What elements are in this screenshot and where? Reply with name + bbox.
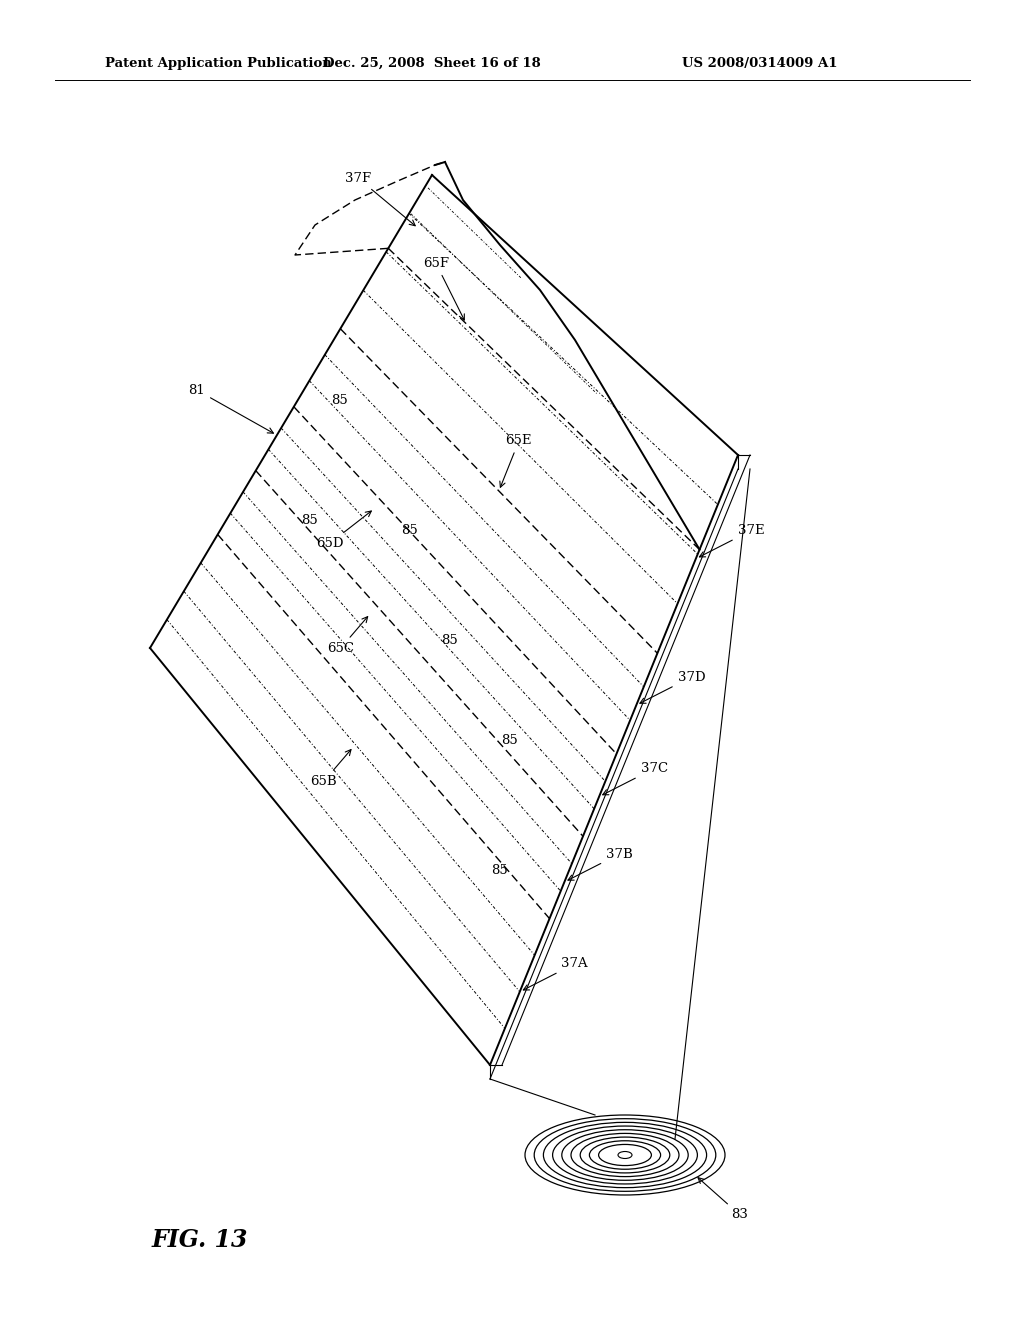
Text: 65B: 65B (310, 750, 351, 788)
Text: Patent Application Publication: Patent Application Publication (105, 57, 332, 70)
Text: 85: 85 (502, 734, 518, 747)
Text: 37E: 37E (699, 524, 764, 557)
Ellipse shape (618, 1151, 632, 1159)
Text: 81: 81 (188, 384, 273, 433)
Text: US 2008/0314009 A1: US 2008/0314009 A1 (682, 57, 838, 70)
Text: 37C: 37C (603, 762, 668, 795)
Text: 37A: 37A (523, 957, 588, 990)
Text: 83: 83 (698, 1177, 749, 1221)
Text: Dec. 25, 2008  Sheet 16 of 18: Dec. 25, 2008 Sheet 16 of 18 (324, 57, 541, 70)
Text: FIG. 13: FIG. 13 (152, 1228, 248, 1251)
Text: 85: 85 (441, 634, 459, 647)
Text: 65D: 65D (315, 511, 372, 550)
Text: 65F: 65F (423, 257, 464, 319)
Text: 85: 85 (401, 524, 419, 536)
Text: 37F: 37F (345, 172, 415, 226)
Text: 85: 85 (492, 863, 508, 876)
Text: 85: 85 (302, 513, 318, 527)
Text: 65C: 65C (327, 616, 368, 655)
Text: 37B: 37B (568, 847, 633, 880)
Text: 85: 85 (332, 393, 348, 407)
Text: 37D: 37D (640, 671, 706, 704)
Text: 65E: 65E (500, 434, 532, 487)
